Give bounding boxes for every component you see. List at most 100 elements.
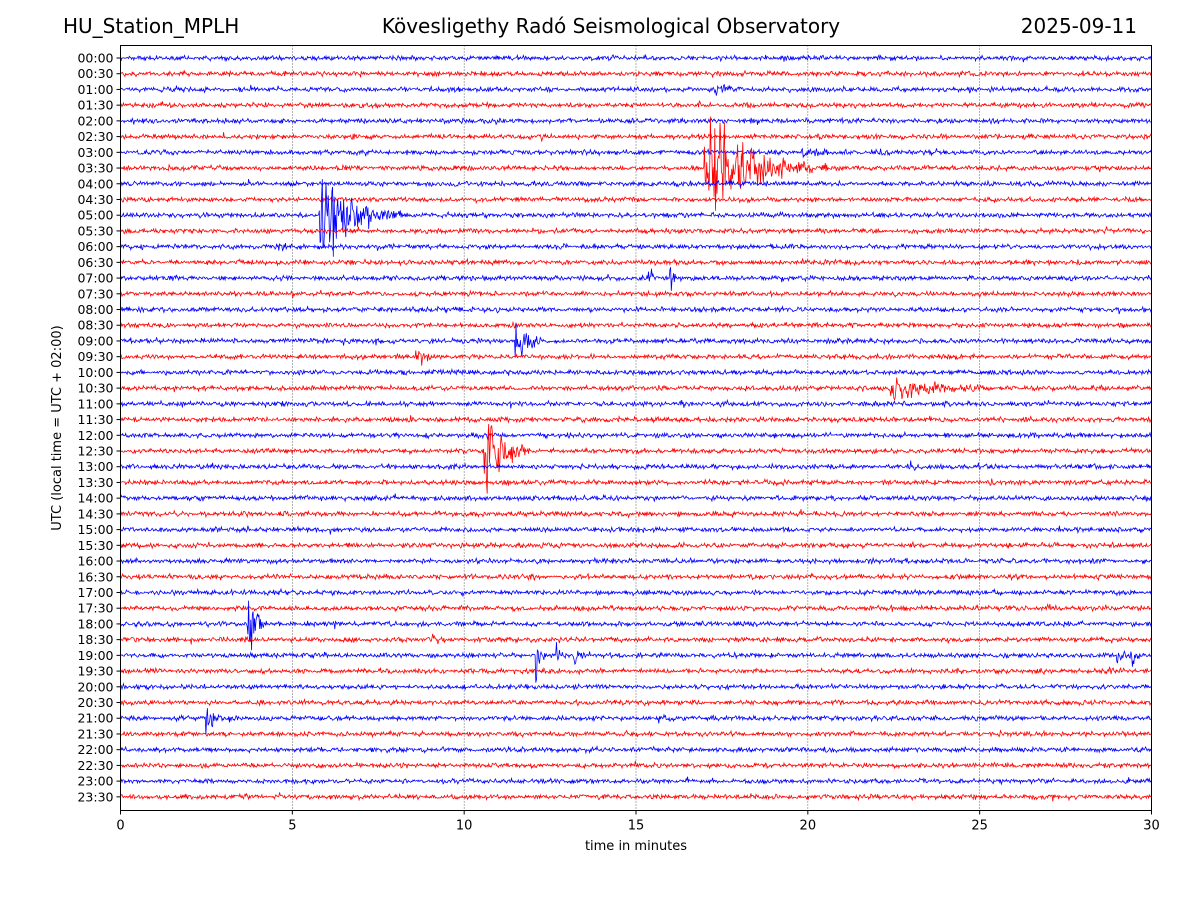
trace-0630 <box>120 257 1152 267</box>
x-tick-label: 5 <box>288 819 296 834</box>
trace-1930 <box>120 666 1152 676</box>
trace-1630 <box>120 572 1152 582</box>
trace-0830 <box>120 320 1152 330</box>
trace-1200 <box>120 430 1152 441</box>
y-tick-label: 13:30 <box>77 475 113 490</box>
y-tick-label: 18:00 <box>77 616 113 631</box>
y-tick-label: 11:00 <box>77 396 113 411</box>
x-axis-label: time in minutes <box>585 839 687 854</box>
y-tick-label: 01:00 <box>77 82 113 97</box>
y-tick-label: 09:30 <box>77 349 113 364</box>
trace-0200 <box>120 116 1152 126</box>
y-tick-label: 14:30 <box>77 506 113 521</box>
y-tick-label: 02:30 <box>77 129 113 144</box>
trace-0300 <box>120 147 1152 159</box>
trace-2230 <box>120 760 1152 770</box>
chart-title: Kövesligethy Radó Seismological Observat… <box>381 14 841 38</box>
x-tick-label: 10 <box>456 819 473 834</box>
y-tick-label: 12:30 <box>77 444 113 459</box>
trace-0600 <box>120 242 1152 252</box>
trace-0700 <box>120 267 1152 291</box>
y-tick-label: 14:00 <box>77 491 113 506</box>
y-tick-label: 23:00 <box>77 774 113 789</box>
trace-0930 <box>120 350 1152 366</box>
y-tick-label: 04:30 <box>77 192 113 207</box>
trace-0800 <box>120 305 1152 315</box>
x-tick-label: 30 <box>1143 819 1160 834</box>
trace-group <box>120 53 1152 802</box>
date-label: 2025-09-11 <box>1020 14 1137 38</box>
y-tick-label: 22:30 <box>77 758 113 773</box>
y-tick-label: 20:30 <box>77 695 113 710</box>
trace-2200 <box>120 745 1152 755</box>
trace-1130 <box>120 415 1152 424</box>
y-tick-label: 18:30 <box>77 632 113 647</box>
trace-1000 <box>120 368 1152 377</box>
trace-1400 <box>120 493 1152 503</box>
y-tick-label: 08:00 <box>77 302 113 317</box>
y-tick-label: 11:30 <box>77 412 113 427</box>
trace-0230 <box>120 132 1152 143</box>
y-tick-label: 06:00 <box>77 239 113 254</box>
y-tick-label: 19:00 <box>77 648 113 663</box>
trace-0330 <box>120 116 1152 211</box>
trace-0100 <box>120 84 1152 96</box>
trace-1900 <box>120 642 1152 683</box>
y-tick-label: 09:00 <box>77 333 113 348</box>
trace-0030 <box>120 69 1152 79</box>
y-tick-label: 08:30 <box>77 318 113 333</box>
y-tick-label: 23:30 <box>77 789 113 804</box>
y-tick-label: 01:30 <box>77 98 113 113</box>
y-tick-label: 17:00 <box>77 585 113 600</box>
trace-2300 <box>120 776 1152 786</box>
y-tick-label: 13:00 <box>77 459 113 474</box>
x-tick-label: 15 <box>628 819 645 834</box>
y-tick-label: 10:00 <box>77 365 113 380</box>
y-tick-label: 03:30 <box>77 161 113 176</box>
trace-1430 <box>120 509 1152 519</box>
x-tick-label: 0 <box>116 819 124 834</box>
trace-1730 <box>120 603 1152 613</box>
trace-0500 <box>120 179 1152 257</box>
y-tick-label: 00:00 <box>77 51 113 66</box>
y-tick-label: 20:00 <box>77 679 113 694</box>
trace-0130 <box>120 100 1152 110</box>
trace-0000 <box>120 53 1152 63</box>
trace-2000 <box>120 682 1152 691</box>
y-tick-label: 19:30 <box>77 664 113 679</box>
y-tick-label: 02:00 <box>77 113 113 128</box>
trace-1230 <box>120 423 1152 494</box>
y-tick-label: 16:00 <box>77 554 113 569</box>
y-axis-label: UTC (local time = UTC + 02:00) <box>50 325 65 530</box>
y-tick-label: 06:30 <box>77 255 113 270</box>
trace-1030 <box>120 377 1152 402</box>
y-tick-label: 00:30 <box>77 66 113 81</box>
trace-1800 <box>120 600 1152 651</box>
trace-0900 <box>120 323 1152 358</box>
y-tick-label: 07:00 <box>77 271 113 286</box>
trace-1700 <box>120 587 1152 597</box>
trace-1830 <box>120 633 1152 645</box>
y-tick-label: 22:00 <box>77 742 113 757</box>
y-tick-label: 05:00 <box>77 208 113 223</box>
y-tick-label: 21:30 <box>77 726 113 741</box>
trace-1330 <box>120 477 1152 487</box>
y-tick-label: 15:30 <box>77 538 113 553</box>
y-axis: 00:0000:3001:0001:3002:0002:3003:0003:30… <box>77 51 121 804</box>
trace-2130 <box>120 729 1152 739</box>
trace-0530 <box>120 226 1152 236</box>
x-tick-label: 20 <box>800 819 817 834</box>
trace-0400 <box>120 179 1152 189</box>
trace-1100 <box>120 398 1152 409</box>
trace-2030 <box>120 697 1152 707</box>
y-tick-label: 12:00 <box>77 428 113 443</box>
y-tick-label: 10:30 <box>77 381 113 396</box>
trace-0430 <box>120 195 1152 205</box>
x-tick-label: 25 <box>971 819 988 834</box>
trace-1530 <box>120 540 1152 550</box>
y-tick-label: 21:00 <box>77 711 113 726</box>
y-tick-label: 03:00 <box>77 145 113 160</box>
trace-2330 <box>120 792 1152 802</box>
